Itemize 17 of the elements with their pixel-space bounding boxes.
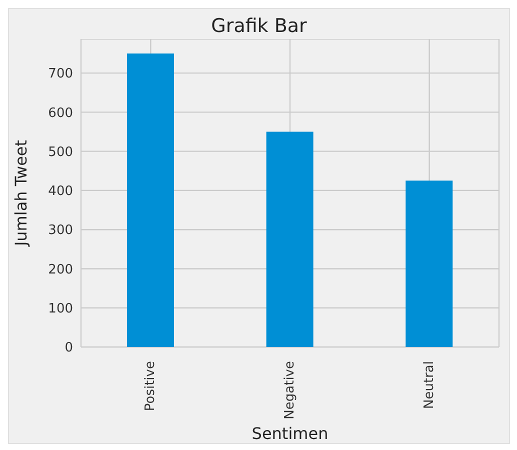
y-tick-label: 600 bbox=[48, 106, 73, 121]
x-tick-label: Neutral bbox=[422, 361, 437, 409]
y-tick-label: 500 bbox=[48, 144, 73, 160]
y-tick-label: 200 bbox=[48, 262, 73, 278]
chart-title: Grafik Bar bbox=[210, 15, 308, 37]
y-tick-label: 300 bbox=[48, 223, 73, 238]
bar bbox=[406, 180, 453, 347]
bar bbox=[266, 132, 314, 347]
x-tick-label: Positive bbox=[143, 361, 158, 412]
y-tick-label: 0 bbox=[64, 340, 73, 356]
x-axis-title: Sentimen bbox=[252, 424, 328, 443]
bar bbox=[126, 53, 174, 347]
x-tick-label: Negative bbox=[282, 361, 298, 420]
y-tick-label: 100 bbox=[48, 301, 73, 316]
y-axis-title: Jumlah Tweet bbox=[12, 140, 31, 248]
y-tick-label: 400 bbox=[48, 184, 73, 200]
y-tick-label: 700 bbox=[48, 66, 73, 82]
